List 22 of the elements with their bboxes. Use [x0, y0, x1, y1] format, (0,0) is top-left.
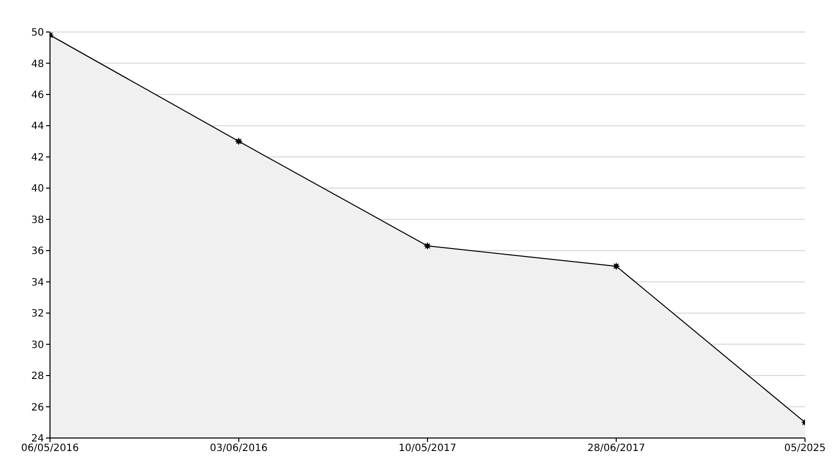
y-tick-label: 40 [31, 184, 44, 195]
point [612, 262, 620, 270]
y-tick-label: 36 [31, 246, 44, 258]
point [424, 242, 432, 250]
y-tick-label: 26 [31, 402, 44, 414]
y-tick-label: 48 [31, 58, 44, 70]
y-tick-label: 28 [31, 371, 44, 382]
y-tick-label: 42 [31, 152, 44, 164]
y-tick-label: 32 [31, 308, 44, 320]
x-tick-label: 06/05/2016 [21, 443, 79, 454]
y-tick-label: 50 [31, 28, 44, 39]
x-tick-label: 10/05/2017 [398, 443, 456, 454]
y-tick-label: 30 [31, 340, 44, 351]
y-tick-label: 38 [31, 214, 44, 226]
y-tick-label: 46 [31, 90, 44, 102]
y-tick-label: 34 [31, 277, 44, 288]
x-tick-label: 05/2025 [784, 443, 826, 454]
y-tick-label: 24 [31, 434, 44, 445]
x-tick-label: 03/06/2016 [210, 443, 268, 454]
point [234, 137, 243, 146]
y-tick-label: 44 [31, 121, 44, 132]
x-tick-label: 28/06/2017 [587, 443, 646, 454]
